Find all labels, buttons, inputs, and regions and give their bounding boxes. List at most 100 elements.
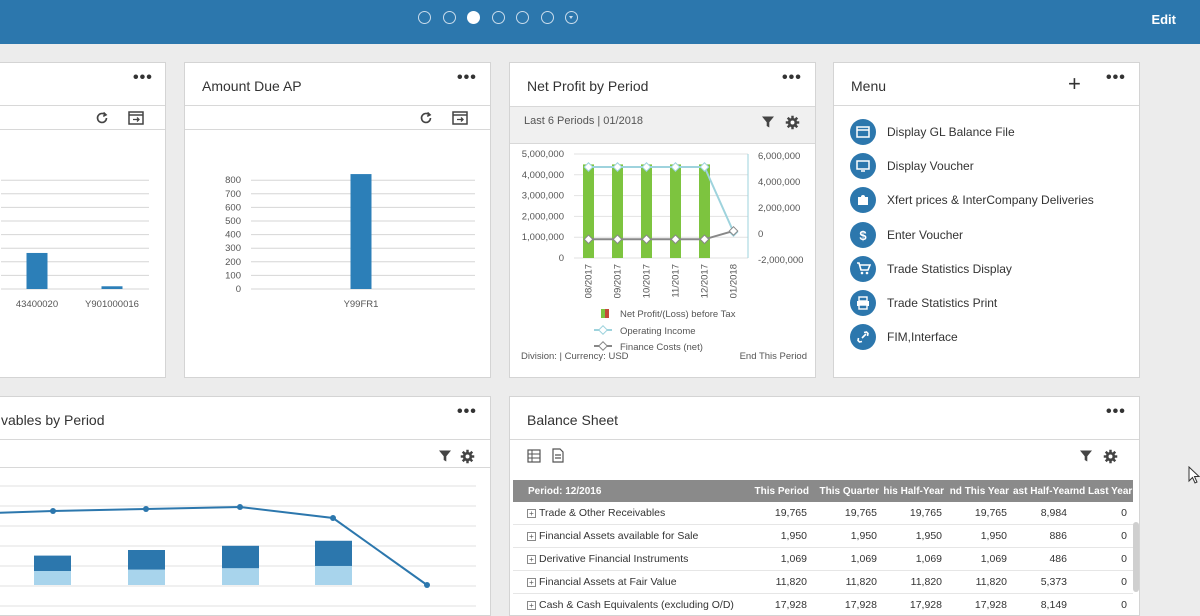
page-dot[interactable] bbox=[516, 11, 529, 24]
x-tick-label: 08/2017 bbox=[584, 264, 595, 298]
widget-menu-button[interactable]: ••• bbox=[457, 69, 477, 87]
table-scrollbar[interactable] bbox=[1133, 522, 1139, 592]
widget-menu-button[interactable]: ••• bbox=[133, 69, 153, 87]
bar-segment bbox=[34, 556, 71, 571]
filter-icon[interactable] bbox=[438, 449, 452, 463]
row-label: +Cash & Cash Equivalents (excluding O/D) bbox=[513, 594, 738, 616]
print-icon bbox=[850, 290, 876, 316]
widget-title: vables by Period bbox=[1, 412, 105, 428]
table-cell: 19,765 bbox=[813, 502, 883, 525]
widget-title: Amount Due AP bbox=[202, 78, 302, 94]
add-menu-item-button[interactable]: + bbox=[1068, 71, 1081, 97]
excel-export-icon[interactable] bbox=[527, 449, 541, 463]
filter-icon[interactable] bbox=[761, 115, 775, 129]
menu-item-label: Display Voucher bbox=[887, 159, 974, 173]
window-icon bbox=[850, 119, 876, 145]
menu-item[interactable]: Xfert prices & InterCompany Deliveries bbox=[850, 186, 1094, 214]
document-export-icon[interactable] bbox=[551, 448, 565, 463]
legend-swatch bbox=[605, 309, 609, 318]
gear-icon[interactable] bbox=[460, 449, 475, 464]
net-profit-widget: Net Profit by Period ••• Last 6 Periods … bbox=[509, 62, 816, 378]
page-dot[interactable] bbox=[492, 11, 505, 24]
export-icon[interactable] bbox=[128, 110, 144, 126]
y-tick-label: 800 bbox=[225, 175, 241, 186]
page-dot[interactable] bbox=[418, 11, 431, 24]
menu-item[interactable]: FIM,Interface bbox=[850, 323, 958, 351]
menu-item[interactable]: Display Voucher bbox=[850, 152, 974, 180]
refresh-icon[interactable] bbox=[419, 111, 433, 125]
expand-icon[interactable]: + bbox=[527, 532, 536, 541]
widget-menu-button[interactable]: ••• bbox=[782, 69, 802, 87]
table-row[interactable]: +Cash & Cash Equivalents (excluding O/D)… bbox=[513, 594, 1133, 616]
menu-item-label: FIM,Interface bbox=[887, 330, 958, 344]
y-tick-label: 600 bbox=[225, 202, 241, 213]
menu-item[interactable]: Trade Statistics Print bbox=[850, 289, 997, 317]
y-tick-label: 700 bbox=[225, 189, 241, 200]
expand-icon[interactable]: + bbox=[527, 601, 536, 610]
menu-item[interactable]: Display GL Balance File bbox=[850, 118, 1015, 146]
table-cell: 5,373 bbox=[1013, 571, 1073, 594]
x-tick-label: 12/2017 bbox=[700, 264, 711, 298]
table-cell: 11,820 bbox=[738, 571, 813, 594]
x-tick-label: 09/2017 bbox=[613, 264, 624, 298]
gear-icon[interactable] bbox=[1103, 449, 1118, 464]
table-cell: 886 bbox=[1013, 525, 1073, 548]
page-dot-more[interactable] bbox=[565, 11, 578, 24]
y-tick-label: 3,000,000 bbox=[522, 191, 564, 202]
y-tick-label: 4,000,000 bbox=[522, 170, 564, 181]
table-cell: 1,069 bbox=[738, 548, 813, 571]
bar-segment bbox=[128, 570, 165, 585]
cart-icon bbox=[850, 256, 876, 282]
table-cell: 1,069 bbox=[883, 548, 948, 571]
table-cell: 1,950 bbox=[883, 525, 948, 548]
expand-icon[interactable]: + bbox=[527, 555, 536, 564]
page-dot[interactable] bbox=[541, 11, 554, 24]
bar-segment bbox=[34, 571, 71, 585]
dollar-icon: $ bbox=[850, 222, 876, 248]
y-tick-label: 0 bbox=[559, 253, 564, 264]
x-tick-label: 11/2017 bbox=[671, 264, 682, 298]
menu-item[interactable]: $Enter Voucher bbox=[850, 221, 963, 249]
column-header[interactable]: Period: 12/2016 bbox=[513, 480, 738, 502]
column-header[interactable]: his Half-Year bbox=[883, 480, 948, 502]
x-tick-label: 01/2018 bbox=[729, 264, 740, 298]
column-header[interactable]: nd This Year bbox=[948, 480, 1013, 502]
column-header[interactable]: ast Half-Year bbox=[1013, 480, 1073, 502]
table-cell: 0 bbox=[1073, 502, 1133, 525]
widget-menu-button[interactable]: ••• bbox=[1106, 403, 1126, 421]
page-dot[interactable] bbox=[443, 11, 456, 24]
menu-item[interactable]: Trade Statistics Display bbox=[850, 255, 1012, 283]
widget-menu-button[interactable]: ••• bbox=[457, 403, 477, 421]
edit-button[interactable]: Edit bbox=[1151, 12, 1176, 27]
gear-icon[interactable] bbox=[785, 115, 800, 130]
column-header[interactable]: nd Last Year bbox=[1073, 480, 1133, 502]
filter-icon[interactable] bbox=[1079, 449, 1093, 463]
column-header[interactable]: This Period bbox=[738, 480, 813, 502]
column-header[interactable]: This Quarter bbox=[813, 480, 883, 502]
refresh-icon[interactable] bbox=[95, 111, 109, 125]
expand-icon[interactable]: + bbox=[527, 509, 536, 518]
export-icon[interactable] bbox=[452, 110, 468, 126]
legend-label: Net Profit/(Loss) before Tax bbox=[620, 309, 736, 320]
table-cell: 0 bbox=[1073, 571, 1133, 594]
table-cell: 1,950 bbox=[813, 525, 883, 548]
row-label-text: Cash & Cash Equivalents (excluding O/D) bbox=[539, 599, 734, 611]
link-icon bbox=[850, 324, 876, 350]
x-tick-label: Y99FR1 bbox=[344, 299, 379, 310]
series-point bbox=[143, 506, 149, 512]
table-cell: 17,928 bbox=[883, 594, 948, 616]
chart-footer-right: End This Period bbox=[740, 351, 807, 362]
expand-icon[interactable]: + bbox=[527, 578, 536, 587]
table-cell: 0 bbox=[1073, 548, 1133, 571]
page-dot-active[interactable] bbox=[467, 11, 480, 24]
bar bbox=[351, 174, 372, 289]
y2-tick-label: 4,000,000 bbox=[758, 177, 800, 188]
widget-menu-button[interactable]: ••• bbox=[1106, 69, 1126, 87]
